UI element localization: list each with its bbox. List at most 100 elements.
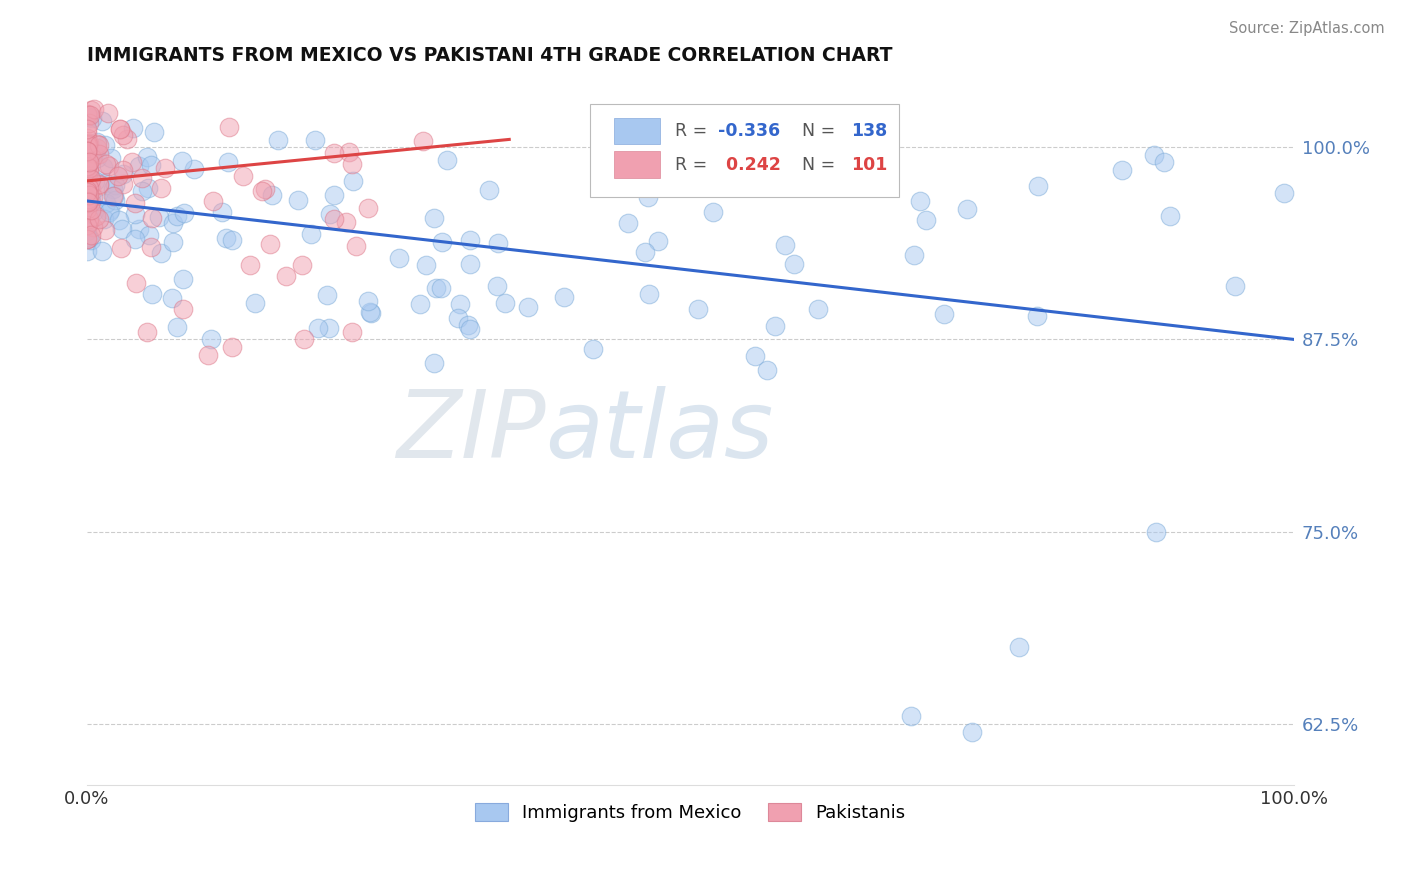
Point	[90, 244, 112, 259]
Point	[436, 153, 458, 167]
Point	[142, 125, 165, 139]
Point	[79, 171, 101, 186]
Point	[763, 318, 786, 333]
Point	[76, 145, 98, 160]
Point	[83, 203, 105, 218]
Point	[125, 276, 148, 290]
Point	[131, 171, 153, 186]
Text: N =: N =	[803, 156, 841, 174]
Point	[318, 321, 340, 335]
Point	[76, 159, 98, 173]
Point	[259, 237, 281, 252]
Point	[838, 132, 860, 146]
Point	[93, 211, 115, 226]
Point	[76, 202, 98, 216]
Point	[79, 145, 101, 160]
Point	[217, 155, 239, 169]
Point	[141, 211, 163, 225]
Point	[908, 194, 931, 208]
Point	[1111, 163, 1133, 178]
Point	[409, 296, 432, 310]
Point	[221, 233, 243, 247]
Point	[111, 221, 134, 235]
Point	[76, 207, 98, 221]
Point	[173, 206, 195, 220]
Point	[357, 202, 380, 216]
Point	[138, 227, 160, 242]
Point	[76, 185, 98, 199]
Point	[101, 189, 124, 203]
Point	[932, 307, 955, 321]
Point	[77, 136, 100, 150]
Point	[128, 222, 150, 236]
Point	[1144, 524, 1167, 539]
Point	[239, 258, 262, 272]
Point	[292, 332, 315, 346]
Point	[82, 219, 104, 234]
Point	[76, 155, 98, 169]
Point	[76, 218, 98, 232]
Point	[76, 107, 98, 121]
Point	[82, 145, 104, 159]
Point	[702, 205, 724, 219]
Point	[76, 244, 98, 258]
Point	[79, 212, 101, 227]
Point	[110, 241, 132, 255]
Point	[900, 709, 922, 723]
Point	[124, 232, 146, 246]
Point	[458, 233, 481, 247]
Point	[775, 140, 797, 154]
Point	[172, 272, 194, 286]
Point	[97, 105, 120, 120]
Point	[517, 300, 540, 314]
Text: -0.336: -0.336	[718, 122, 780, 140]
Point	[170, 154, 193, 169]
Point	[211, 204, 233, 219]
Point	[221, 340, 243, 354]
Point	[633, 244, 655, 259]
Point	[128, 159, 150, 173]
Point	[76, 194, 98, 208]
Point	[80, 195, 103, 210]
Point	[1272, 186, 1295, 201]
Point	[243, 295, 266, 310]
Point	[93, 138, 115, 153]
Point	[115, 132, 138, 146]
Point	[86, 151, 108, 165]
Point	[80, 203, 103, 218]
Point	[1008, 640, 1031, 654]
Point	[323, 145, 346, 160]
Point	[1153, 155, 1175, 169]
Point	[76, 192, 98, 206]
Point	[262, 188, 284, 202]
Point	[359, 305, 381, 319]
Point	[201, 194, 224, 209]
Legend: Immigrants from Mexico, Pakistanis: Immigrants from Mexico, Pakistanis	[468, 796, 912, 830]
Point	[77, 163, 100, 178]
Point	[139, 158, 162, 172]
Point	[76, 196, 98, 211]
Text: R =: R =	[675, 156, 713, 174]
Point	[94, 222, 117, 236]
Point	[110, 121, 132, 136]
Text: atlas: atlas	[546, 386, 773, 477]
Point	[87, 178, 110, 193]
Point	[357, 294, 380, 309]
Point	[98, 205, 121, 219]
Point	[80, 182, 103, 196]
Text: 138: 138	[851, 122, 887, 140]
Point	[162, 216, 184, 230]
Point	[77, 137, 100, 152]
Point	[342, 325, 364, 339]
Point	[76, 121, 98, 136]
Point	[100, 151, 122, 165]
Point	[87, 177, 110, 191]
Point	[121, 121, 143, 136]
Point	[86, 141, 108, 155]
Point	[183, 161, 205, 176]
Point	[76, 144, 98, 158]
Point	[553, 290, 575, 304]
Point	[460, 257, 482, 271]
Text: N =: N =	[803, 122, 841, 140]
Point	[149, 181, 172, 195]
